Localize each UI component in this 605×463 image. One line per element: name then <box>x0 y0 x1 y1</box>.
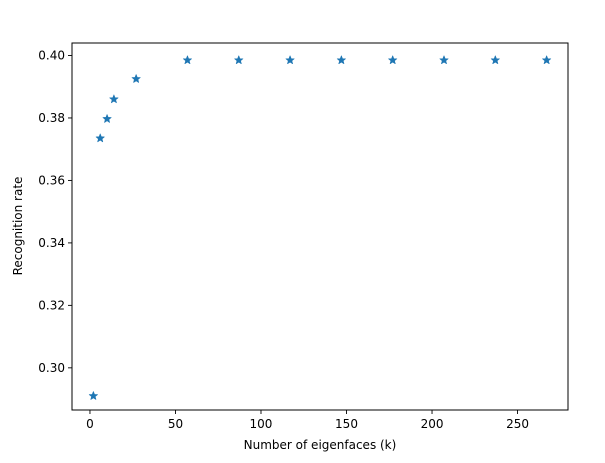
data-point <box>490 55 500 65</box>
x-tick-label: 0 <box>86 417 94 431</box>
x-tick-label: 100 <box>250 417 273 431</box>
y-tick-label: 0.40 <box>38 48 65 62</box>
data-point <box>234 55 244 65</box>
y-tick-label: 0.36 <box>38 173 65 187</box>
x-tick-label: 200 <box>421 417 444 431</box>
data-point <box>285 55 295 65</box>
data-point <box>182 55 192 65</box>
data-point <box>102 114 112 123</box>
data-point <box>88 391 98 400</box>
data-points <box>88 55 552 400</box>
y-axis-label: Recognition rate <box>11 177 25 276</box>
data-point <box>131 74 141 83</box>
x-axis-label: Number of eigenfaces (k) <box>244 438 397 452</box>
data-point <box>336 55 346 65</box>
data-point <box>439 55 449 65</box>
data-point <box>109 94 119 104</box>
y-axis-ticks: 0.30 0.32 0.34 0.36 0.38 0.40 <box>38 48 72 375</box>
y-tick-label: 0.38 <box>38 111 65 125</box>
data-point <box>542 55 552 65</box>
y-tick-label: 0.30 <box>38 361 65 375</box>
x-axis-ticks: 0 50 100 150 200 250 <box>86 410 529 431</box>
plot-frame <box>71 42 569 411</box>
data-point <box>95 133 105 143</box>
x-tick-label: 50 <box>168 417 183 431</box>
y-tick-label: 0.32 <box>38 298 65 312</box>
x-tick-label: 250 <box>506 417 529 431</box>
data-point <box>388 55 398 65</box>
x-tick-label: 150 <box>335 417 358 431</box>
y-tick-label: 0.34 <box>38 236 65 250</box>
